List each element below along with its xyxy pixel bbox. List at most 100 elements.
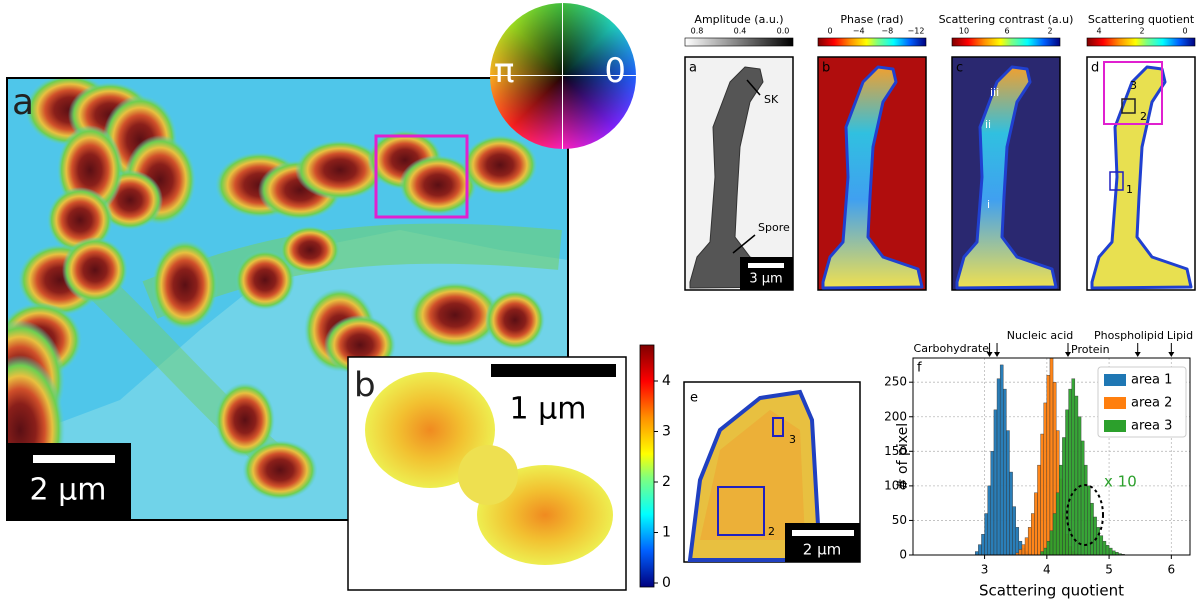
wheel-label: 0 (604, 51, 626, 91)
colorbar-tick-label: 0.0 (777, 27, 790, 36)
annotation-arrowhead (1168, 352, 1174, 357)
cell (458, 445, 518, 505)
bar (1031, 514, 1034, 555)
cell (152, 240, 218, 330)
colorbar (685, 38, 793, 46)
y-axis-label: # of pixel (895, 423, 911, 490)
wheel-label: π (494, 51, 514, 91)
bar (1047, 375, 1050, 555)
colorbar-title: Amplitude (a.u.) (694, 13, 783, 26)
legend-label: area 1 (1131, 373, 1172, 388)
roi-label: 3 (789, 433, 796, 446)
annotation: Phospholipid (1094, 329, 1164, 342)
bar (1047, 541, 1050, 555)
bar (997, 379, 1000, 555)
colorbar-tick-label: 0 (662, 575, 671, 591)
colorbar-tick-label: 0 (827, 27, 832, 36)
bar (1084, 465, 1087, 555)
colorbar-title: Phase (rad) (840, 13, 903, 26)
cell (243, 440, 318, 500)
colorbar-tick-label: 2 (1047, 27, 1052, 36)
bar (1100, 536, 1103, 555)
bar (1003, 389, 1006, 555)
colorbar (640, 345, 654, 587)
annotation: ii (985, 118, 991, 131)
colorbar (952, 38, 1060, 46)
annotation: SK (764, 93, 779, 106)
bar (1106, 545, 1109, 555)
scale-bar-label: 1 µm (510, 392, 587, 427)
colorbar (1087, 38, 1195, 46)
bar (1103, 541, 1106, 555)
bar (981, 534, 984, 555)
bar (985, 514, 988, 555)
colorbar-tick-label: 4 (1096, 27, 1101, 36)
panel-label: e (690, 391, 698, 406)
roi-label: 2 (768, 525, 775, 538)
y-tick-label: 200 (884, 409, 907, 423)
inset-label: x 10 (1104, 473, 1137, 491)
y-tick-label: 50 (892, 513, 907, 527)
bar (1025, 538, 1028, 555)
annotation: Carbohydrate (914, 342, 990, 355)
legend-swatch (1104, 397, 1126, 409)
colorbar-tick-label: −12 (908, 27, 925, 36)
colorbar-tick-label: 3 (662, 424, 671, 440)
bar (1050, 531, 1053, 555)
bar (1009, 472, 1012, 555)
scale-bar (491, 364, 616, 377)
bar (1097, 527, 1100, 555)
panel-label: f (917, 361, 922, 376)
bar (1041, 552, 1044, 555)
annotation: 2 (1140, 110, 1147, 123)
bar (1075, 396, 1078, 555)
annotation-arrowhead (994, 352, 1000, 357)
colorbar-tick-label: 0 (1182, 27, 1187, 36)
scale-bar-label: 3 µm (749, 272, 782, 287)
panel-label: b (822, 61, 830, 76)
cell (280, 226, 340, 274)
wheel-axis (490, 75, 636, 76)
bar (1056, 493, 1059, 555)
cell (463, 135, 538, 195)
colorbar-tick-label: 2 (662, 474, 671, 490)
scale-bar-label: 2 µm (803, 541, 841, 559)
y-tick-label: 250 (884, 375, 907, 389)
annotation: Lipid (1167, 329, 1193, 342)
colorbar-tick-label: 6 (1004, 27, 1009, 36)
annotation: 3 (1130, 79, 1137, 92)
bar (1050, 358, 1053, 555)
x-axis-label: Scattering quotient (979, 582, 1124, 600)
bar (1094, 517, 1097, 555)
bar (1013, 507, 1016, 555)
bar (1072, 379, 1075, 555)
bar (1109, 548, 1112, 555)
x-tick-label: 3 (981, 563, 989, 577)
y-tick-label: 0 (899, 548, 907, 562)
bar (1037, 465, 1040, 555)
cell (62, 237, 128, 303)
bar (1081, 441, 1084, 555)
bar (1059, 465, 1062, 555)
colorbar-tick-label: 2 (1139, 27, 1144, 36)
legend-label: area 3 (1131, 419, 1172, 434)
bar (1016, 527, 1019, 555)
colorbar-tick-label: −4 (853, 27, 865, 36)
bar (1006, 431, 1009, 555)
scale-bar (792, 530, 854, 536)
bar (1022, 545, 1025, 555)
bar (1034, 493, 1037, 555)
legend-swatch (1104, 420, 1126, 432)
bar (1062, 437, 1065, 555)
colorbar (818, 38, 926, 46)
bar (1087, 486, 1090, 555)
panel-label: b (354, 366, 376, 406)
colorbar-tick-label: −8 (881, 27, 893, 36)
scale-bar (33, 455, 115, 463)
cell (485, 290, 545, 350)
panel-label: a (689, 61, 697, 76)
bar (1044, 548, 1047, 555)
x-tick-label: 5 (1105, 563, 1113, 577)
colorbar-tick-label: 4 (662, 373, 671, 389)
bar (1028, 527, 1031, 555)
